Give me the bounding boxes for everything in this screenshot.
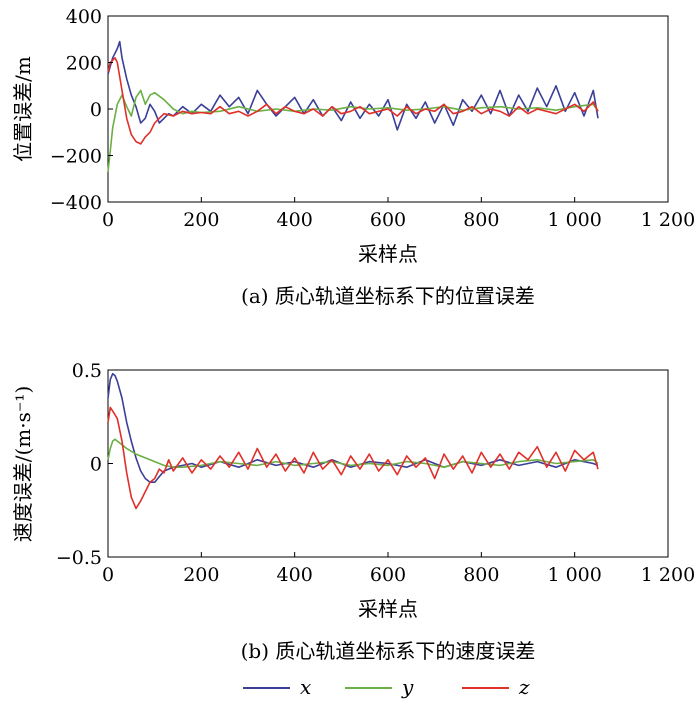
panel-b-series-z: [107, 406, 599, 510]
panel-a-x-tick-label: 400: [277, 209, 313, 231]
panel-a-series-x: [107, 40, 599, 131]
panel-a-caption: (a) 质心轨道坐标系下的位置误差: [241, 284, 535, 308]
panel-b-ylabel: 速度误差/(m·s⁻¹): [11, 386, 35, 543]
panel-a-y-tick-label: 200: [66, 53, 102, 75]
panel-a-x-tick-label: 600: [370, 209, 406, 231]
panel-b-x-tick-label: 600: [370, 564, 406, 586]
panel-b-series-y: [107, 438, 599, 468]
legend-label-x: x: [300, 675, 311, 699]
panel-b-y-ticks: −0.5 0 0.5: [56, 360, 113, 569]
panel-b-y-tick-label: 0: [90, 454, 102, 476]
panel-b-x-tick-label: 400: [277, 564, 313, 586]
panel-b-x-tick-label: 200: [183, 564, 219, 586]
panel-a-y-ticks: −400 −200 0 200 400: [50, 6, 113, 214]
panel-a-series-y: [107, 89, 599, 172]
panel-b-y-tick-label: 0.5: [72, 360, 102, 382]
panel-a-y-tick-label: 0: [90, 99, 102, 121]
panel-a-xlabel: 采样点: [358, 242, 418, 266]
panel-a-x-tick-label: 200: [183, 209, 219, 231]
panel-a-x-tick-label: 1 200: [641, 209, 695, 231]
panel-b-x-tick-label: 1 200: [641, 564, 695, 586]
panel-b-x-tick-label: 800: [463, 564, 499, 586]
panel-a-x-tick-label: 0: [102, 209, 114, 231]
panel-a-series-z: [107, 57, 599, 145]
panel-a-y-tick-label: 400: [66, 6, 102, 28]
panel-a-x-ticks: 0 200 400 600 800 1 000 1 200: [102, 197, 695, 231]
panel-b-x-ticks: 0 200 400 600 800 1 000 1 200: [102, 552, 695, 586]
panel-b-y-tick-label: −0.5: [56, 547, 102, 569]
legend-label-y: y: [401, 675, 414, 699]
panel-a-x-tick-label: 800: [463, 209, 499, 231]
panel-a-x-tick-label: 1 000: [547, 209, 601, 231]
panel-a-chart: 0 200 400 600 800 1 000 1 200 −400−2000200400 …: [11, 6, 695, 308]
legend: x y z: [243, 675, 530, 699]
panel-a-y-tick-label: −200: [50, 146, 102, 168]
panel-a-y-tick-label: −400: [50, 192, 102, 214]
panel-a-ylabel: 位置误差/m: [11, 56, 35, 162]
panel-b-xlabel: 采样点: [358, 597, 418, 621]
panel-b-chart: 0 200 400 600 800 1 000 1 200 −0.500.5 速度误差/(m…: [11, 360, 695, 663]
panel-b-caption: (b) 质心轨道坐标系下的速度误差: [241, 639, 536, 663]
panel-b-x-tick-label: 1 000: [547, 564, 601, 586]
panel-a-series-group: [107, 40, 599, 172]
legend-label-z: z: [518, 675, 530, 699]
panel-b-x-tick-label: 0: [102, 564, 114, 586]
panel-b-series-group: [107, 372, 599, 510]
